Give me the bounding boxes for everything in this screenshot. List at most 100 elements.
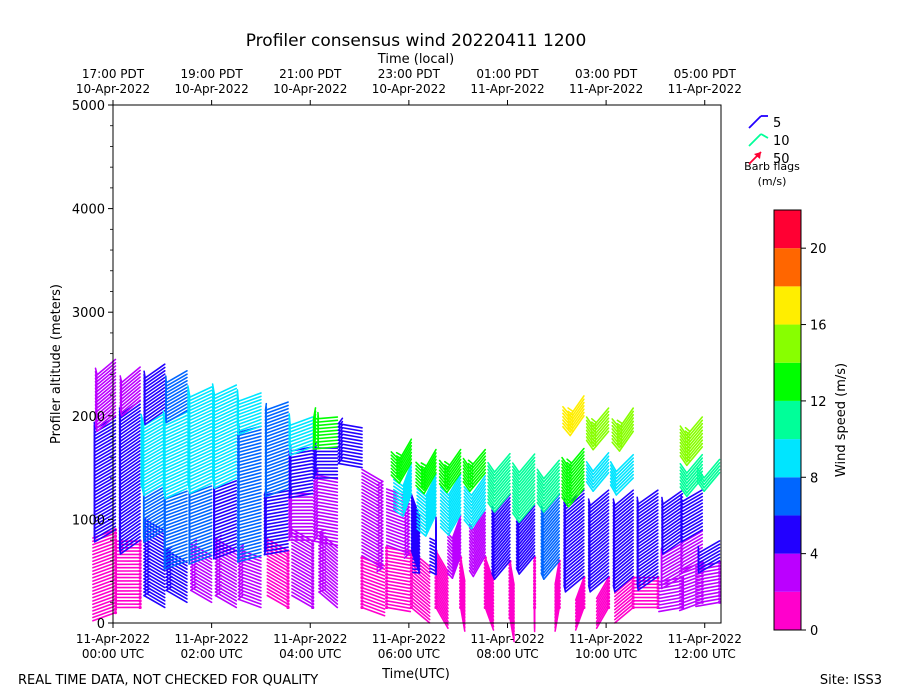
wind-barb	[416, 496, 437, 521]
wind-barb	[439, 476, 462, 500]
barb-staff	[93, 432, 117, 447]
barb-staff	[143, 581, 166, 595]
wind-barb	[491, 510, 511, 531]
barb-flag	[511, 488, 521, 500]
barb-staff	[163, 503, 188, 514]
barb-staff	[402, 492, 413, 517]
barb-staff	[542, 489, 561, 510]
barb-staff	[542, 550, 561, 571]
barb-staff	[143, 422, 166, 437]
wind-barb	[361, 505, 384, 523]
wind-barb	[361, 508, 384, 526]
barb-flag	[443, 464, 451, 470]
wind-barb	[385, 511, 411, 526]
wind-barb	[385, 534, 411, 550]
barb-staff	[493, 523, 511, 544]
wind-barb	[463, 488, 487, 510]
barb-staff	[264, 457, 289, 468]
barb-staff	[680, 522, 704, 536]
x-tick-date: 11-Apr-2022	[175, 632, 249, 646]
barb-staff	[589, 565, 610, 583]
barb-staff	[213, 470, 238, 483]
barb-station-dot	[360, 572, 364, 576]
wind-barb	[468, 534, 487, 558]
legend-flag	[760, 133, 769, 139]
barb-staff	[312, 419, 339, 424]
wind-barb	[416, 480, 437, 504]
barb-staff	[678, 594, 704, 605]
barb-staff	[213, 430, 238, 443]
barb-staff	[190, 566, 213, 580]
barb-staff	[451, 515, 462, 540]
barb-staff	[96, 375, 117, 393]
barb-staff	[410, 566, 431, 584]
wind-barb	[385, 572, 412, 580]
wind-barb	[679, 460, 704, 481]
barb-flag	[140, 440, 145, 453]
wind-barb	[439, 496, 462, 520]
wind-barb	[511, 466, 536, 487]
barb-staff	[564, 565, 585, 583]
barb-staff	[618, 410, 635, 432]
wind-barb	[361, 548, 384, 566]
wind-barb	[515, 521, 536, 542]
barb-staff	[189, 386, 213, 398]
wind-barb	[585, 410, 610, 431]
barb-staff	[119, 416, 141, 433]
barb-staff	[119, 499, 141, 515]
barb-flag	[415, 461, 425, 472]
wind-barb	[140, 449, 166, 463]
wind-barb	[236, 441, 262, 451]
barb-staff	[518, 483, 536, 504]
barb-flag	[446, 565, 454, 573]
wind-barb	[266, 561, 290, 576]
barb-staff	[361, 478, 384, 493]
wind-barb	[696, 458, 721, 479]
barb-staff	[236, 511, 262, 520]
barb-flag	[376, 533, 384, 540]
barb-staff	[564, 568, 585, 587]
legend-barb	[748, 133, 762, 147]
barb-staff	[542, 482, 561, 503]
barb-flag	[511, 462, 521, 474]
barb-staff	[264, 454, 289, 465]
barb-staff	[637, 502, 659, 519]
wind-barb	[487, 476, 511, 497]
barb-flag	[94, 367, 98, 376]
barb-staff	[92, 595, 117, 606]
barb-staff	[144, 386, 166, 403]
barb-staff	[119, 413, 141, 429]
barb-staff	[214, 578, 238, 592]
barb-flag	[412, 564, 421, 568]
barb-staff	[424, 500, 437, 524]
barb-staff	[164, 480, 188, 493]
barb-flag	[562, 419, 572, 430]
barb-staff	[589, 519, 610, 537]
barb-staff	[484, 600, 495, 625]
barb-staff	[264, 417, 289, 428]
wind-barb	[487, 472, 511, 493]
barb-staff	[361, 505, 384, 519]
barb-staff	[189, 482, 213, 495]
top-tick-time: 03:00 PDT	[575, 67, 638, 81]
wind-barb	[291, 561, 315, 576]
wind-barb	[361, 495, 384, 513]
barb-staff	[637, 532, 659, 548]
barb-flag	[515, 547, 521, 556]
barb-flag	[511, 498, 521, 510]
barb-flag	[463, 509, 473, 520]
wind-barb	[446, 538, 462, 563]
barb-staff	[361, 544, 384, 559]
barb-staff	[163, 533, 188, 544]
wind-barb	[536, 476, 561, 497]
barb-staff	[613, 606, 635, 624]
barb-station-dot	[409, 562, 413, 566]
barb-staff	[312, 500, 339, 507]
barb-staff	[518, 459, 536, 480]
barb-staff	[163, 506, 188, 517]
barb-flag	[562, 405, 572, 417]
barb-station-dot	[311, 599, 315, 603]
barb-staff	[291, 568, 314, 582]
barb-staff	[662, 532, 684, 549]
barb-station-dot	[385, 582, 389, 586]
